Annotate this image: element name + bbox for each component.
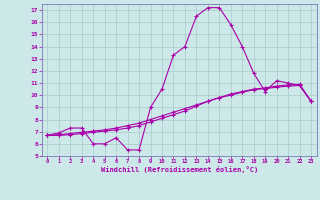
X-axis label: Windchill (Refroidissement éolien,°C): Windchill (Refroidissement éolien,°C) bbox=[100, 166, 258, 173]
